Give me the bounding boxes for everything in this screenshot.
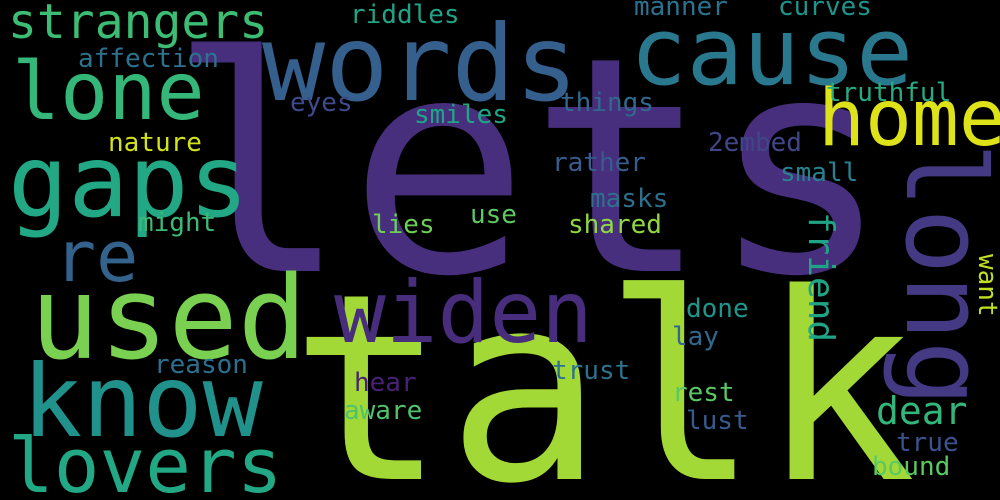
word-words: words	[262, 3, 579, 125]
word-smiles: smiles	[414, 100, 508, 130]
word-re: re	[54, 216, 139, 298]
word-used: used	[30, 252, 307, 386]
word-trust: trust	[552, 356, 631, 386]
word-know: know	[22, 343, 263, 460]
word-lone: lone	[12, 45, 205, 138]
word-small: small	[780, 158, 859, 188]
word-lies: lies	[372, 210, 435, 240]
word-true: true	[896, 428, 959, 458]
word-bound: bound	[872, 452, 951, 482]
word-affection: affection	[78, 44, 219, 74]
word-truthful: truthful	[826, 78, 952, 108]
word-done: done	[686, 294, 749, 324]
word-might: might	[138, 208, 217, 238]
word-rest: rest	[672, 378, 735, 408]
word-strangers: strangers	[8, 0, 269, 50]
word-hear: hear	[354, 368, 417, 398]
word-lay: lay	[672, 322, 719, 352]
word-masks: masks	[590, 184, 669, 214]
word-lets: lets	[168, 0, 891, 342]
word-curves: curves	[778, 0, 872, 22]
word-manner: manner	[634, 0, 728, 22]
word-lovers: lovers	[8, 421, 283, 500]
word-home: home	[818, 74, 1000, 164]
word-eyes: eyes	[290, 88, 353, 118]
word-friend: friend	[800, 212, 841, 343]
word-use: use	[470, 200, 517, 230]
word-gaps: gaps	[8, 123, 249, 240]
word-widen: widen	[334, 263, 593, 363]
word-dear: dear	[876, 389, 968, 433]
word-riddles: riddles	[350, 0, 460, 30]
word-want: want	[972, 254, 1000, 317]
word-rather: rather	[552, 148, 646, 178]
word-things: things	[560, 88, 654, 118]
word-2embed: 2embed	[708, 128, 802, 158]
word-shared: shared	[568, 210, 662, 240]
word-reason: reason	[154, 350, 248, 380]
word-aware: aware	[344, 396, 423, 426]
word-talk: talk	[290, 239, 917, 500]
word-cause: cause	[630, 0, 913, 107]
word-nature: nature	[108, 128, 202, 158]
word-lust: lust	[686, 406, 749, 436]
